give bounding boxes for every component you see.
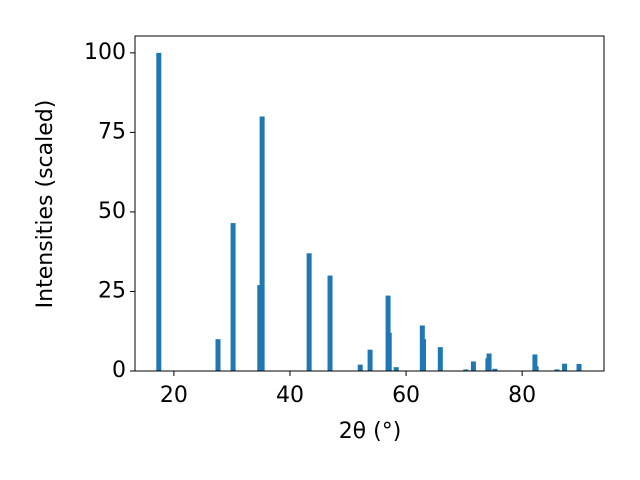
bar — [562, 363, 568, 371]
y-tick-label: 0 — [112, 358, 126, 383]
bar — [420, 339, 426, 371]
y-tick-label: 25 — [98, 278, 126, 303]
bar — [437, 347, 443, 371]
x-axis-label: 2θ (°) — [339, 419, 402, 444]
bar — [554, 369, 560, 371]
bar — [386, 332, 392, 371]
y-tick-label: 75 — [98, 119, 126, 144]
x-tick-label: 20 — [160, 383, 188, 408]
bar — [327, 275, 333, 371]
x-tick-label: 80 — [508, 383, 536, 408]
bar — [492, 368, 498, 371]
bar — [156, 52, 162, 371]
bar — [532, 354, 538, 371]
bar — [533, 366, 539, 371]
bar — [576, 364, 582, 371]
bar — [215, 339, 221, 371]
y-tick-label: 50 — [98, 199, 126, 224]
x-tick-label: 60 — [392, 383, 420, 408]
bar — [367, 349, 373, 371]
x-tick-label: 40 — [276, 383, 304, 408]
y-axis-label: Intensities (scaled) — [33, 100, 58, 309]
bar — [393, 367, 399, 371]
bar — [259, 116, 265, 372]
bar — [357, 364, 363, 371]
bar — [230, 223, 236, 371]
y-tick-label: 100 — [84, 40, 126, 65]
bar — [486, 353, 492, 371]
bar — [463, 369, 469, 371]
plot-frame — [134, 35, 605, 372]
bar — [306, 253, 312, 371]
bar — [470, 361, 476, 371]
